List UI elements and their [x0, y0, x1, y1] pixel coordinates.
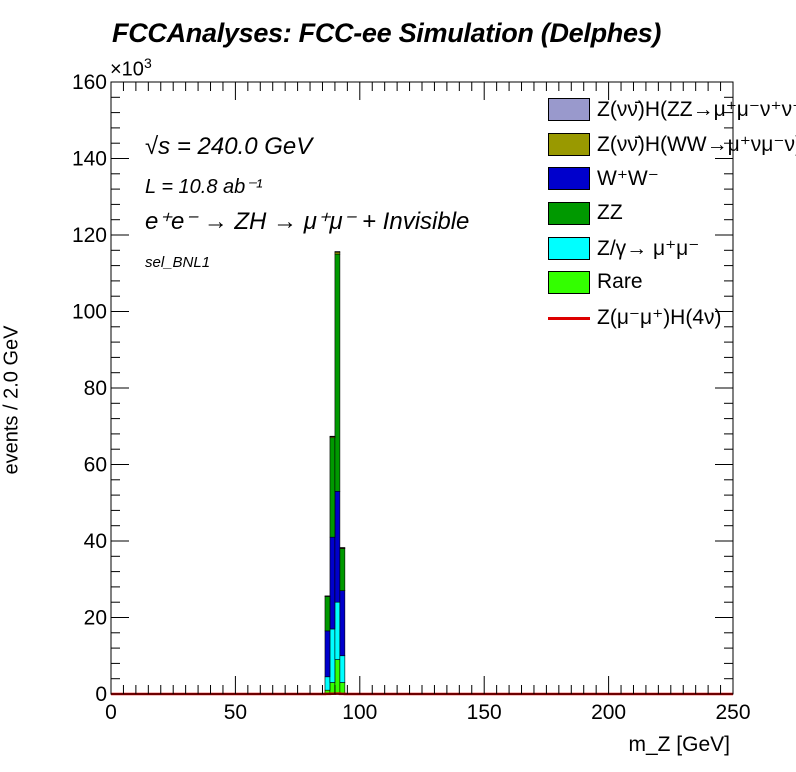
bar-2-bin-0 — [324, 630, 331, 678]
axes: 0 50 100 150 200 250 0 20 40 60 80 100 120 140 160 — [72, 71, 751, 724]
y-axis-exponent: ×103 — [110, 55, 152, 81]
annotation-selection: sel_BNL1 — [145, 254, 211, 271]
bar-1-bin-0 — [324, 676, 331, 691]
y-tick-label: 160 — [72, 71, 107, 94]
legend-label: ZZ — [597, 201, 623, 225]
x-axis-label: m_Z [GeV] — [628, 733, 730, 756]
legend-entry: Rare — [548, 268, 796, 303]
legend-swatch — [548, 167, 590, 191]
x-tick-label: 150 — [467, 701, 502, 724]
bar-3-bin-1 — [329, 437, 336, 538]
legend-entry: Z(νν̄)H(WW→μ⁺νμ⁻ν) — [548, 130, 796, 165]
x-tick-label: 200 — [591, 701, 626, 724]
y-tick-label: 20 — [84, 607, 107, 630]
legend-swatch — [548, 236, 590, 260]
bar-3-bin-2 — [334, 253, 341, 492]
x-tick-label: 50 — [224, 701, 247, 724]
bar-2-bin-2 — [334, 490, 341, 603]
legend: Z(νν̄)H(ZZ→μ⁺μ⁻ν⁺ν⁻) Z(νν̄)H(WW→μ⁺νμ⁻ν) W⁺… — [548, 95, 796, 338]
bar-0-bin-3 — [339, 682, 346, 695]
x-tick-label: 0 — [105, 701, 117, 724]
y-tick-label: 0 — [95, 683, 107, 706]
legend-entry: Z/γ→ μ⁺μ⁻ — [548, 234, 796, 269]
legend-label: Z(μ⁻μ⁺)H(4ν) — [597, 306, 722, 330]
legend-swatch — [548, 271, 590, 295]
bar-1-bin-1 — [329, 628, 336, 683]
bar-5-bin-2 — [334, 251, 341, 253]
legend-swatch — [548, 317, 590, 321]
legend-swatch — [548, 98, 590, 121]
legend-label: Z(νν̄)H(ZZ→μ⁺μ⁻ν⁺ν⁻) — [597, 98, 796, 121]
legend-entry: W⁺W⁻ — [548, 164, 796, 199]
legend-entry: Z(μ⁻μ⁺)H(4ν) — [548, 303, 796, 338]
y-tick-label: 140 — [72, 148, 107, 171]
bar-0-bin-1 — [329, 682, 336, 695]
legend-label: Z(νν̄)H(WW→μ⁺νμ⁻ν) — [597, 132, 796, 156]
bar-1-bin-3 — [339, 655, 346, 683]
chart-title: FCCAnalyses: FCC-ee Simulation (Delphes) — [112, 18, 662, 48]
x-tick-label: 100 — [342, 701, 377, 724]
legend-label: W⁺W⁻ — [597, 167, 659, 191]
legend-entry: ZZ — [548, 199, 796, 234]
annotation-process: e⁺e⁻ → ZH → μ⁺μ⁻ + Invisible — [145, 208, 470, 235]
stacked-histogram-bars — [324, 251, 346, 695]
bar-2-bin-1 — [329, 536, 336, 630]
y-tick-label: 40 — [84, 530, 107, 553]
legend-entry: Z(νν̄)H(ZZ→μ⁺μ⁻ν⁺ν⁻) — [548, 95, 796, 130]
bar-2-bin-3 — [339, 590, 346, 657]
legend-label: Rare — [597, 270, 643, 294]
bar-3-bin-3 — [339, 548, 346, 592]
legend-swatch — [548, 132, 590, 156]
annotation-sqrt-s: √s = 240.0 GeV — [145, 133, 313, 160]
bar-0-bin-2 — [334, 659, 341, 695]
bar-3-bin-0 — [324, 596, 331, 632]
annotation-luminosity: L = 10.8 ab⁻¹ — [145, 176, 263, 198]
y-tick-label: 100 — [72, 301, 107, 324]
legend-swatch — [548, 202, 590, 226]
y-tick-label: 120 — [72, 224, 107, 247]
y-tick-label: 80 — [84, 377, 107, 400]
x-tick-label: 250 — [715, 701, 750, 724]
bar-1-bin-2 — [334, 601, 341, 660]
y-tick-label: 60 — [84, 454, 107, 477]
legend-label: Z/γ→ μ⁺μ⁻ — [597, 236, 700, 260]
